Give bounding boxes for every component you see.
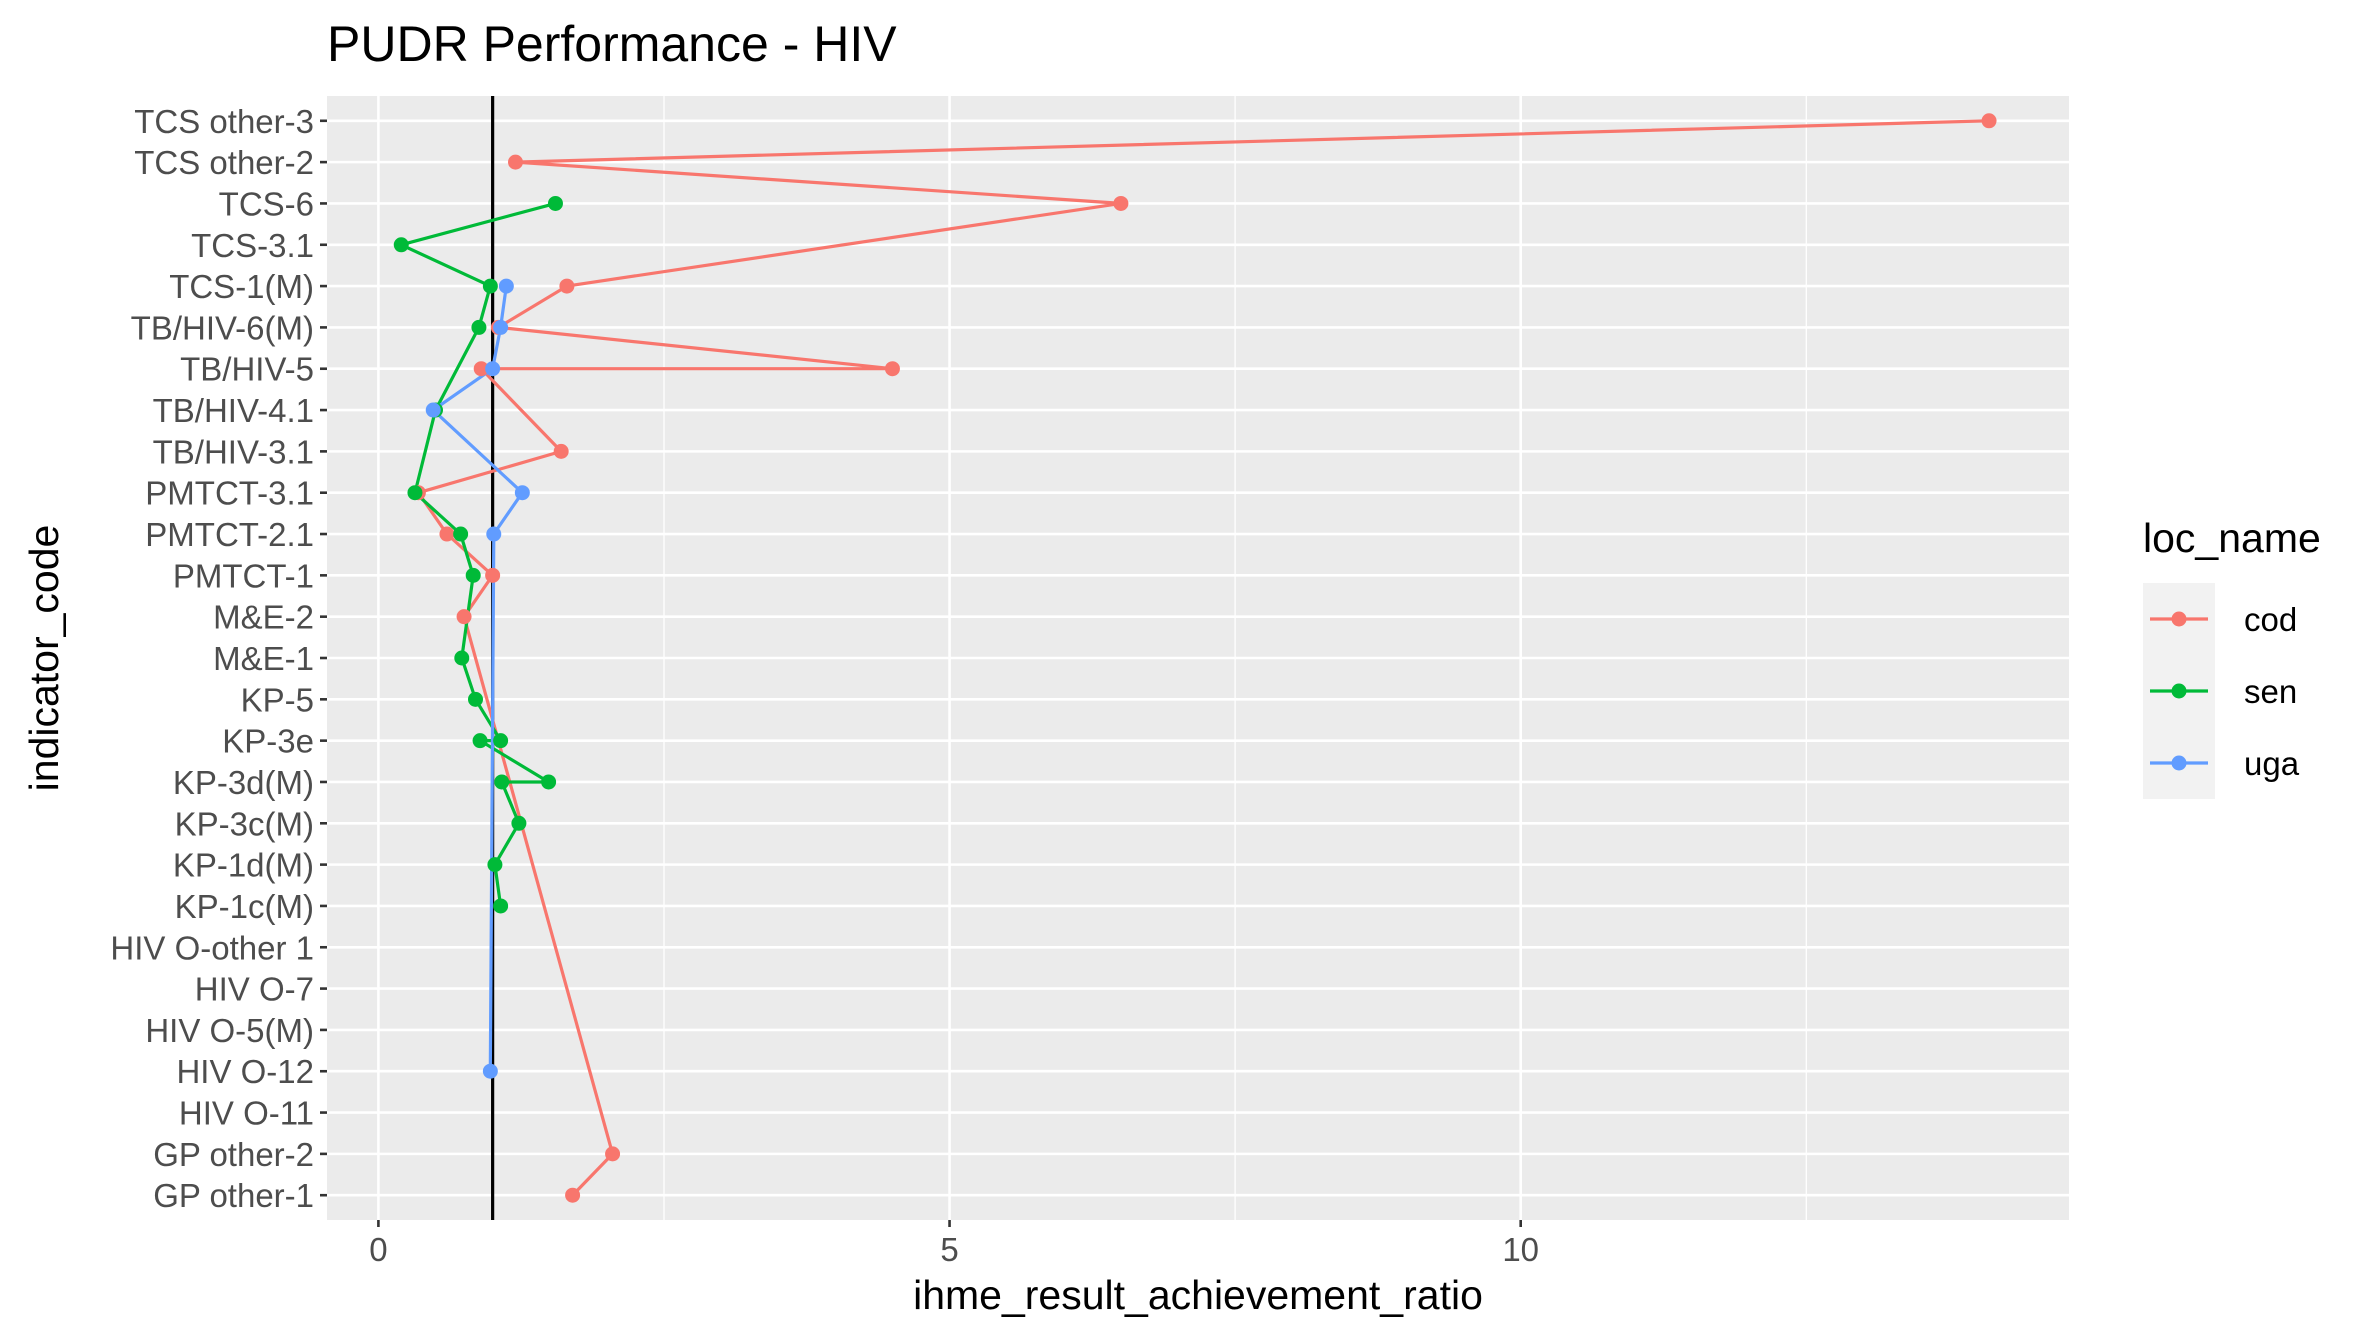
x-axis-title: ihme_result_achievement_ratio [913,1272,1483,1318]
data-point-sen [472,733,488,749]
y-tick-label: GP other-1 [153,1177,314,1214]
y-tick-label: TCS-6 [219,185,314,222]
y-tick-label: HIV O-5(M) [145,1012,314,1049]
data-point-cod [1981,113,1997,129]
y-tick-label: KP-1d(M) [173,847,314,884]
y-tick-label: TB/HIV-6(M) [131,309,314,346]
data-point-uga [486,526,502,542]
data-point-uga [498,278,514,294]
data-point-sen [471,319,487,335]
data-point-uga [485,361,501,377]
y-tick-label: KP-1c(M) [175,888,314,925]
y-tick-label: PMTCT-3.1 [145,475,314,512]
y-tick-label: TCS-3.1 [191,227,314,264]
legend-label-sen: sen [2244,673,2297,710]
y-tick-label: TCS other-2 [134,144,314,181]
data-point-cod [884,361,900,377]
data-point-sen [465,567,481,583]
data-point-sen [493,898,509,914]
x-tick-label: 10 [1502,1231,1539,1268]
y-tick-label: PMTCT-1 [173,557,314,594]
y-tick-label: KP-3c(M) [175,805,314,842]
data-point-sen [407,485,423,501]
data-point-cod [1113,195,1129,211]
data-point-sen [393,237,409,253]
legend-keys: cod sen uga [2143,583,2300,799]
data-point-cod [507,154,523,170]
data-point-cod [553,443,569,459]
data-point-cod [456,609,472,625]
series-points [393,113,1997,1203]
data-point-sen [467,691,483,707]
y-tick-label: TB/HIV-4.1 [153,392,314,429]
legend-key-point [2171,683,2187,699]
x-tick-label: 0 [369,1231,387,1268]
y-tick-label: HIV O-12 [176,1053,314,1090]
data-point-sen [511,815,527,831]
legend-label-uga: uga [2244,745,2300,782]
data-point-cod [473,361,489,377]
y-tick-label: HIV O-11 [179,1095,314,1132]
legend-label-cod: cod [2244,601,2297,638]
y-tick-label: TCS-1(M) [169,268,314,305]
legend: loc_name cod sen uga [2143,515,2321,799]
y-tick-label: KP-3d(M) [173,764,314,801]
data-point-cod [605,1146,621,1162]
y-tick-label: HIV O-other 1 [110,929,314,966]
legend-title: loc_name [2143,515,2321,561]
data-point-sen [494,774,510,790]
data-point-sen [453,526,469,542]
data-point-sen [547,195,563,211]
data-point-sen [541,774,557,790]
legend-key-point [2171,755,2187,771]
grid-major [327,96,2069,1220]
data-point-sen [454,650,470,666]
data-point-uga [425,402,441,418]
x-axis: 0 5 10 [369,1220,1539,1268]
data-point-uga [482,1063,498,1079]
x-tick-label: 5 [940,1231,958,1268]
data-point-cod [565,1187,581,1203]
chart-title: PUDR Performance - HIV [327,16,897,72]
data-point-sen [487,857,503,873]
data-point-cod [485,567,501,583]
y-tick-label: TB/HIV-3.1 [153,433,314,470]
y-tick-label: HIV O-7 [195,971,314,1008]
legend-key-point [2171,611,2187,627]
data-point-cod [439,526,455,542]
y-tick-label: KP-3e [222,723,314,760]
y-tick-label: TB/HIV-5 [180,351,314,388]
y-tick-label: TCS other-3 [134,103,314,140]
y-axis-title: indicator_code [21,525,67,792]
data-point-cod [559,278,575,294]
y-tick-label: M&E-1 [213,640,314,677]
y-tick-label: GP other-2 [153,1136,314,1173]
y-axis: GP other-1 GP other-2 HIV O-11 HIV O-12 HIV … [110,103,327,1214]
data-point-sen [493,733,509,749]
data-point-uga [493,319,509,335]
y-tick-label: PMTCT-2.1 [145,516,314,553]
data-point-uga [514,485,530,501]
y-tick-label: M&E-2 [213,599,314,636]
y-tick-label: KP-5 [241,681,314,718]
data-point-sen [482,278,498,294]
